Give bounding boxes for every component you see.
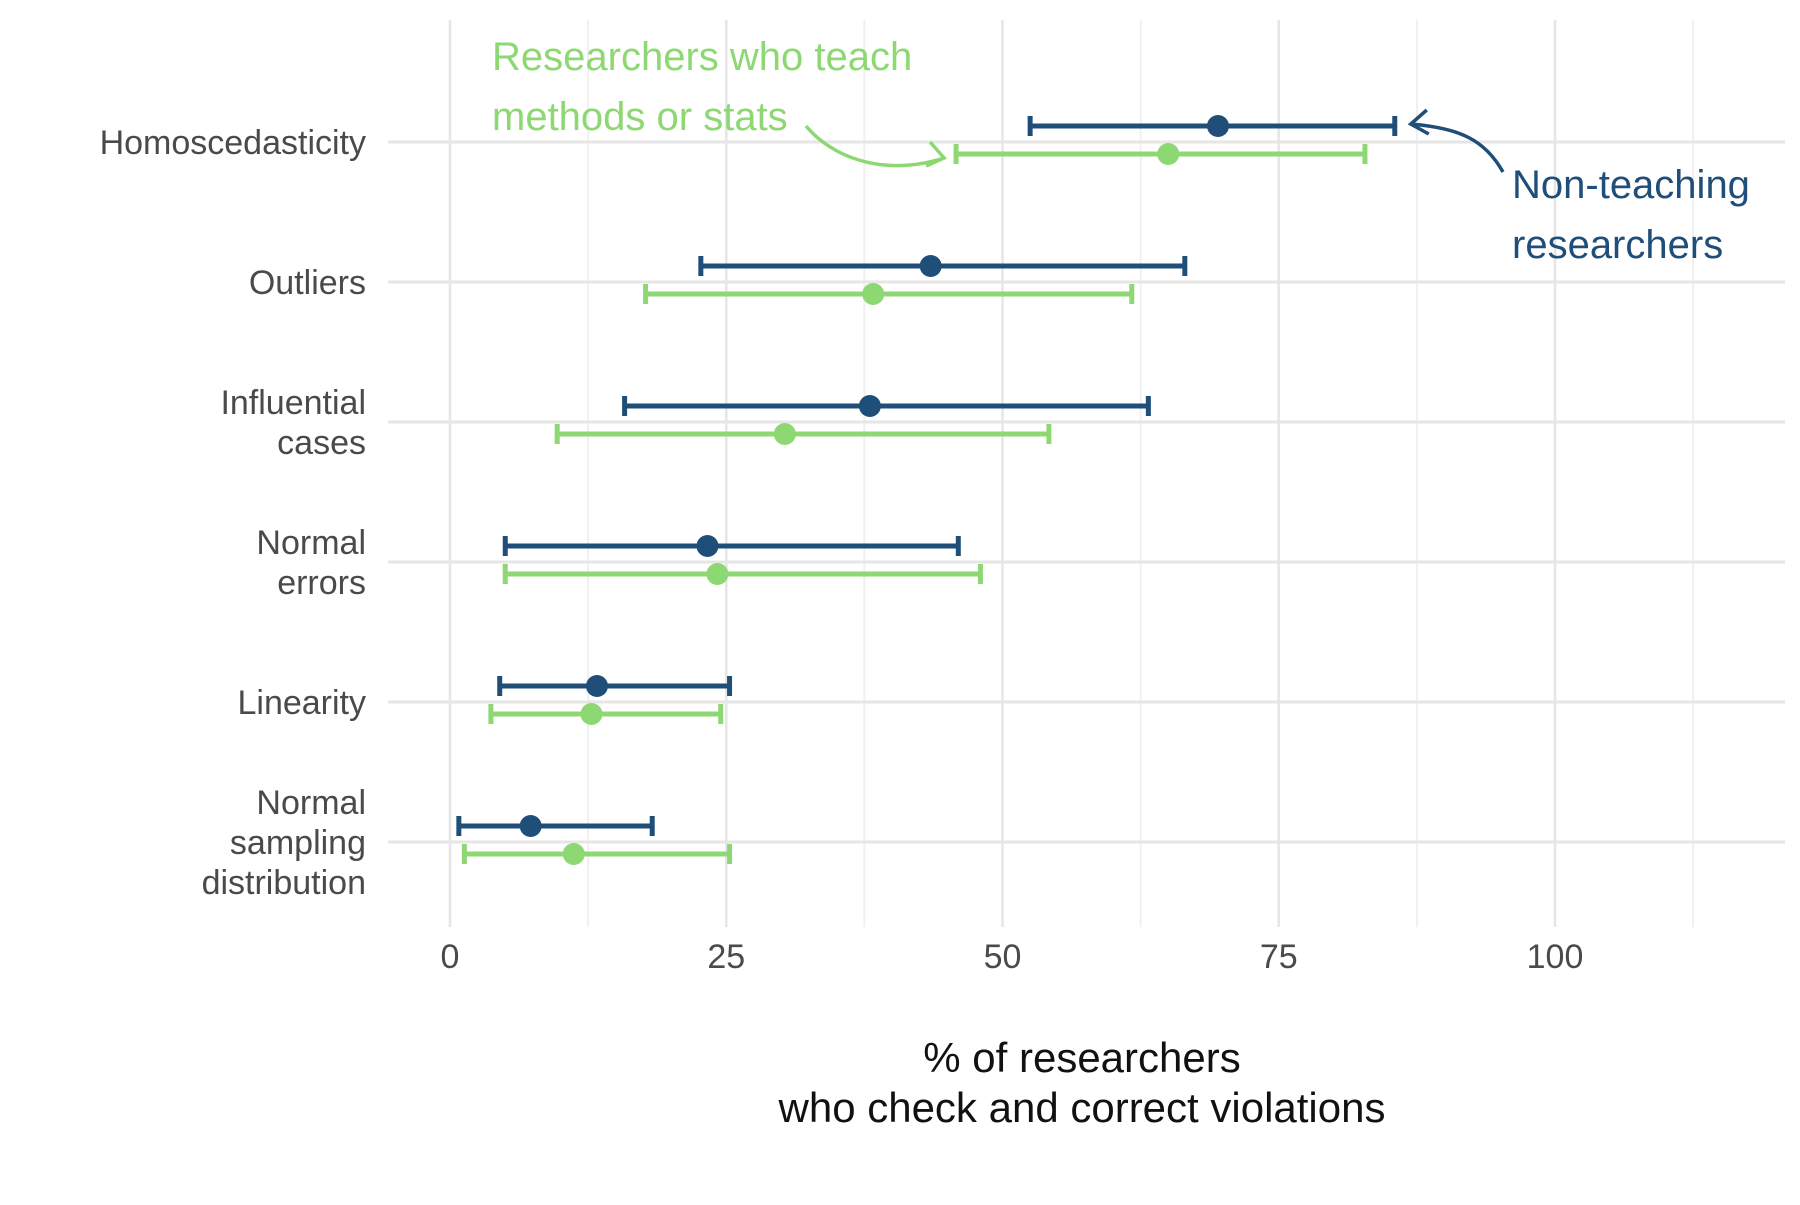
annotation-non_teaching: Non-teaching researchers bbox=[1407, 108, 1750, 267]
category-label: Outliers bbox=[249, 264, 366, 302]
series-non_teaching bbox=[456, 115, 1398, 837]
category-label: Linearity bbox=[237, 684, 366, 722]
point-estimate bbox=[858, 395, 881, 417]
annotation-arrowhead bbox=[925, 140, 947, 168]
annotation-label-line: Non-teaching bbox=[1512, 163, 1750, 207]
category-label-line: Normal bbox=[256, 524, 366, 562]
annotation-label: Researchers who teach methods or stats bbox=[492, 35, 912, 139]
annotation-teaching: Researchers who teach methods or stats bbox=[492, 35, 947, 168]
point-estimate bbox=[580, 703, 603, 725]
x-tick-label: 50 bbox=[984, 938, 1022, 976]
point-estimate bbox=[696, 535, 719, 557]
annotation-arrow bbox=[1410, 122, 1505, 173]
x-tick-label: 100 bbox=[1527, 938, 1584, 976]
annotations: Researchers who teach methods or stats Non… bbox=[492, 35, 1750, 267]
category-label-line: errors bbox=[277, 564, 366, 602]
annotation-label-line: researchers bbox=[1512, 223, 1723, 267]
point-estimate bbox=[585, 675, 608, 697]
x-tick-label: 75 bbox=[1260, 938, 1298, 976]
x-tick-label: 25 bbox=[707, 938, 745, 976]
point-estimate bbox=[919, 255, 942, 277]
x-axis-title-line: % of researchers bbox=[923, 1034, 1240, 1081]
x-tick-label: 0 bbox=[441, 938, 460, 976]
annotation-label-line: Researchers who teach bbox=[492, 35, 912, 79]
point-estimate bbox=[862, 283, 885, 305]
category-label-line: Outliers bbox=[249, 264, 366, 302]
point-estimate bbox=[773, 423, 796, 445]
annotation-label: Non-teaching researchers bbox=[1512, 163, 1750, 267]
grid-layer bbox=[388, 20, 1785, 927]
category-label: Normal errors bbox=[256, 524, 366, 602]
x-axis-title-text: % of researchers who check and correct vi… bbox=[778, 1034, 1386, 1131]
category-label-line: cases bbox=[277, 424, 366, 462]
point-estimate bbox=[1206, 115, 1229, 137]
point-estimate bbox=[562, 843, 585, 865]
point-estimate bbox=[1157, 143, 1180, 165]
annotation-label-line: methods or stats bbox=[492, 95, 788, 139]
x-axis-title: % of researchers who check and correct vi… bbox=[778, 1034, 1386, 1131]
x-axis-ticks: 0 25 50 75 100 bbox=[441, 938, 1584, 976]
category-label-line: Normal bbox=[256, 784, 366, 822]
category-label-line: distribution bbox=[202, 864, 366, 902]
annotation-arrow bbox=[804, 124, 945, 168]
category-label: Normal sampling distribution bbox=[202, 784, 366, 902]
series-layer bbox=[456, 115, 1398, 865]
category-label-line: Homoscedasticity bbox=[100, 124, 366, 162]
category-label-line: sampling bbox=[230, 824, 366, 862]
point-estimate bbox=[519, 815, 542, 837]
point-estimate bbox=[706, 563, 729, 585]
category-label: Influential cases bbox=[220, 384, 366, 462]
category-label-line: Influential bbox=[220, 384, 366, 422]
category-label-line: Linearity bbox=[237, 684, 366, 722]
category-label: Homoscedasticity bbox=[100, 124, 366, 162]
annotation-arrowhead bbox=[1407, 108, 1430, 136]
x-axis-title-line: who check and correct violations bbox=[778, 1084, 1386, 1131]
category-labels: Homoscedasticity Outliers Influential cases… bbox=[100, 124, 366, 902]
series-teaching bbox=[461, 143, 1368, 865]
